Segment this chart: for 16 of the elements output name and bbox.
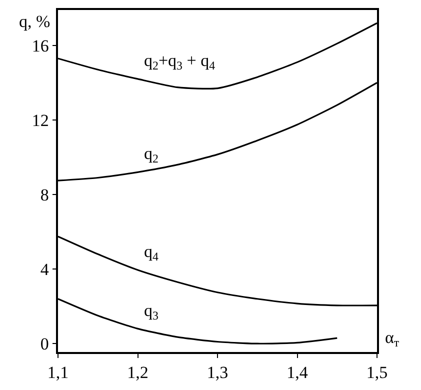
y-tick-label: 4 xyxy=(40,260,50,280)
x-tick-label: 1,3 xyxy=(206,363,228,382)
series-label: q$_{2}$+q$_{3}$ + q$_{4}$ xyxy=(144,51,216,73)
x-tick-label: 1,2 xyxy=(127,363,148,382)
x-tick-label: 1,1 xyxy=(47,363,69,382)
y-tick-label: 12 xyxy=(32,110,49,130)
x-tick-label: 1,4 xyxy=(286,363,308,382)
x-axis-title: α$_{т}$ xyxy=(385,328,400,350)
y-axis-title: q, % xyxy=(19,12,50,31)
y-tick-label: 16 xyxy=(32,36,49,56)
series-label: q$_{4}$ xyxy=(144,242,158,264)
series-label: q$_{3}$ xyxy=(144,301,158,323)
series-label: q$_{2}$ xyxy=(144,144,158,166)
y-tick-label: 0 xyxy=(40,334,49,354)
y-tick-label: 8 xyxy=(40,185,49,204)
x-tick-label: 1,5 xyxy=(366,363,388,382)
